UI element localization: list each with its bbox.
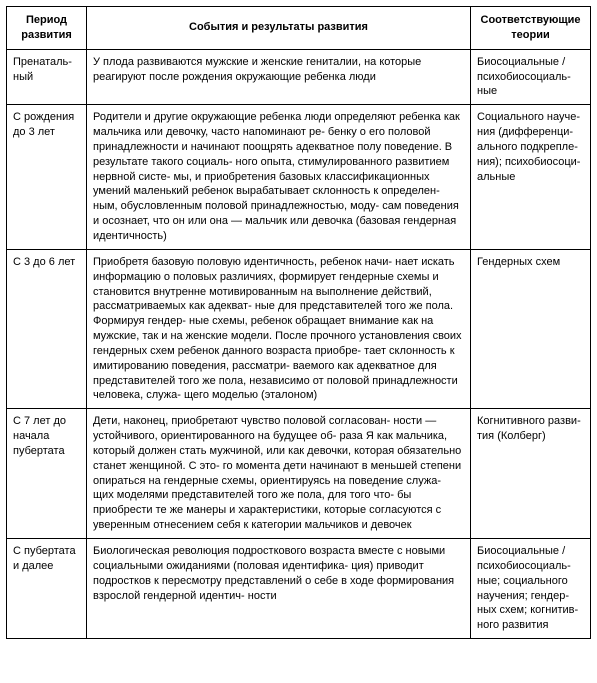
- cell-period: С пубертата и далее: [7, 539, 87, 639]
- cell-events: Родители и другие окружающие ребенка люд…: [87, 105, 471, 250]
- cell-period: С 3 до 6 лет: [7, 249, 87, 408]
- table-header-row: Период развития События и результаты раз…: [7, 7, 591, 50]
- cell-events: Дети, наконец, приобретают чувство полов…: [87, 409, 471, 539]
- cell-period: С рождения до 3 лет: [7, 105, 87, 250]
- cell-events: Биологическая революция подросткового во…: [87, 539, 471, 639]
- table-row: С 7 лет до начала пубертата Дети, наконе…: [7, 409, 591, 539]
- cell-events: У плода развиваются мужские и женские ге…: [87, 49, 471, 105]
- header-period: Период развития: [7, 7, 87, 50]
- cell-theory: Когнитивного разви- тия (Колберг): [471, 409, 591, 539]
- header-events: События и результаты развития: [87, 7, 471, 50]
- cell-period: С 7 лет до начала пубертата: [7, 409, 87, 539]
- development-table: Период развития События и результаты раз…: [6, 6, 591, 639]
- cell-theory: Биосоциальные / психобиосоциаль- ные: [471, 49, 591, 105]
- cell-period: Пренаталь- ный: [7, 49, 87, 105]
- table-row: С рождения до 3 лет Родители и другие ок…: [7, 105, 591, 250]
- table-row: С пубертата и далее Биологическая револю…: [7, 539, 591, 639]
- table-row: С 3 до 6 лет Приобретя базовую половую и…: [7, 249, 591, 408]
- cell-theory: Гендерных схем: [471, 249, 591, 408]
- cell-events: Приобретя базовую половую идентичность, …: [87, 249, 471, 408]
- cell-theory: Социального науче- ния (дифференци- альн…: [471, 105, 591, 250]
- cell-theory: Биосоциальные / психобиосоциаль- ные; со…: [471, 539, 591, 639]
- header-theory: Соответствующие теории: [471, 7, 591, 50]
- table-row: Пренаталь- ный У плода развиваются мужск…: [7, 49, 591, 105]
